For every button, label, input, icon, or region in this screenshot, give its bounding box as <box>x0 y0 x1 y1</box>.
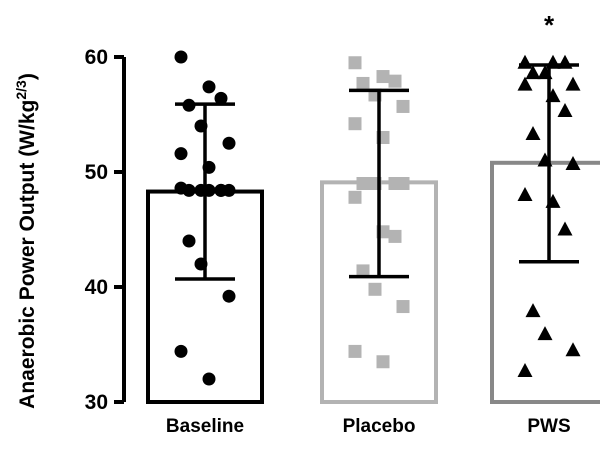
point-pws <box>565 76 581 91</box>
y-tick-label: 30 <box>85 391 108 414</box>
point-baseline <box>202 80 216 94</box>
point-placebo <box>348 56 362 70</box>
point-pws <box>557 103 573 118</box>
point-placebo <box>348 344 362 358</box>
point-placebo <box>368 282 382 296</box>
point-baseline <box>174 344 188 358</box>
point-baseline <box>202 372 216 386</box>
point-placebo <box>388 229 402 243</box>
point-placebo <box>388 74 402 88</box>
y-tick-label: 50 <box>85 161 108 184</box>
point-baseline <box>174 50 188 64</box>
point-baseline <box>174 181 188 195</box>
point-baseline <box>174 147 188 161</box>
point-baseline <box>222 136 236 150</box>
point-placebo <box>396 177 410 190</box>
point-pws <box>537 326 553 341</box>
point-pws <box>525 126 541 141</box>
bars <box>146 160 600 404</box>
bar-pws <box>490 160 600 404</box>
point-placebo <box>356 76 370 90</box>
point-baseline <box>214 91 228 105</box>
point-pws <box>517 362 533 377</box>
significance-marker: * <box>544 10 555 40</box>
y-axis-label: Anaerobic Power Output (W/kg2/3) <box>13 73 39 409</box>
point-placebo <box>356 177 370 190</box>
error-bars <box>175 63 579 281</box>
point-baseline <box>182 234 196 248</box>
category-label-pws: PWS <box>527 416 570 437</box>
category-label-placebo: Placebo <box>343 416 416 437</box>
y-axis: 30 40 50 60 <box>85 46 126 414</box>
point-placebo <box>376 355 390 369</box>
point-pws <box>565 155 581 170</box>
point-pws <box>517 187 533 201</box>
point-pws <box>525 303 541 318</box>
point-placebo <box>396 300 410 314</box>
y-axis-label-main: Anaerobic Power Output (W/kg <box>16 100 39 409</box>
y-tick-label: 60 <box>85 46 108 69</box>
category-label-baseline: Baseline <box>166 416 244 437</box>
point-pws <box>565 342 581 357</box>
point-placebo <box>348 190 362 204</box>
point-pws <box>525 65 541 80</box>
point-placebo <box>396 99 410 113</box>
y-axis-label-close: ) <box>16 73 39 80</box>
svg-text:Anaerobic Power Output (W/kg2/: Anaerobic Power Output (W/kg2/3) <box>13 73 39 409</box>
y-axis-label-sup: 2/3 <box>13 80 29 100</box>
point-placebo <box>348 117 362 131</box>
point-placebo <box>376 70 390 84</box>
point-baseline <box>222 289 236 303</box>
category-labels: Baseline Placebo PWS <box>166 416 571 437</box>
point-pws <box>557 221 573 236</box>
point-pws <box>517 76 533 91</box>
y-tick-label: 40 <box>85 276 108 299</box>
annotations: * <box>544 10 555 40</box>
point-baseline <box>214 183 228 197</box>
data-points <box>174 50 581 386</box>
point-placebo <box>356 264 370 278</box>
